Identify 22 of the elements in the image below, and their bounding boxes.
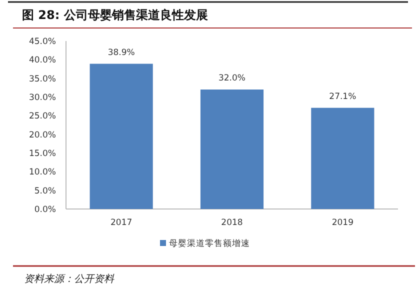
data-label: 27.1% bbox=[329, 92, 356, 102]
y-tick-label: 15.0% bbox=[28, 149, 56, 159]
y-tick-label: 30.0% bbox=[28, 93, 56, 103]
bar bbox=[311, 108, 374, 209]
y-tick-label: 40.0% bbox=[28, 56, 56, 66]
x-tick-label: 2018 bbox=[221, 218, 243, 228]
y-tick-label: 20.0% bbox=[28, 130, 56, 140]
bar bbox=[90, 64, 153, 209]
y-tick-label: 25.0% bbox=[28, 112, 56, 122]
data-label: 32.0% bbox=[218, 74, 246, 84]
x-tick-label: 2017 bbox=[110, 218, 132, 228]
y-tick-label: 5.0% bbox=[34, 186, 56, 196]
bar bbox=[200, 90, 264, 209]
x-tick-label: 2019 bbox=[332, 218, 354, 228]
chart-title: 图 28: 公司母婴销售渠道良性发展 bbox=[22, 8, 208, 22]
y-tick-label: 10.0% bbox=[28, 168, 56, 178]
y-tick-label: 0.0% bbox=[34, 205, 56, 215]
data-label: 38.9% bbox=[108, 48, 135, 58]
legend-label: 母婴渠道零售额增速 bbox=[169, 238, 250, 249]
y-tick-label: 35.0% bbox=[28, 74, 56, 84]
text: 资料来源：公开资料 bbox=[24, 273, 115, 285]
y-tick-label: 45.0% bbox=[28, 37, 56, 47]
